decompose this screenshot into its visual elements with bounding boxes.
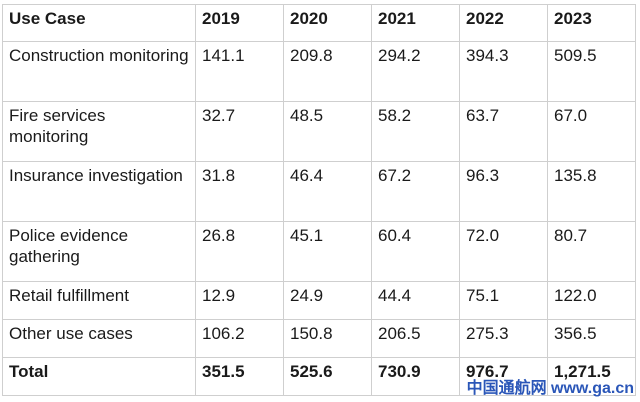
- cell-2019: 141.1: [195, 41, 284, 102]
- header-2021: 2021: [371, 4, 460, 42]
- cell-2019: 31.8: [195, 161, 284, 222]
- cell-2021: 44.4: [371, 281, 460, 320]
- cell-2023: 356.5: [547, 319, 636, 358]
- watermark: 中国通航网 www.ga.cn: [466, 380, 634, 397]
- cell-2021: 294.2: [371, 41, 460, 102]
- row-label: Fire services monitoring: [2, 101, 196, 162]
- cell-2022: 394.3: [459, 41, 548, 102]
- cell-2022: 75.1: [459, 281, 548, 320]
- cell-2021: 206.5: [371, 319, 460, 358]
- cell-2022: 72.0: [459, 221, 548, 282]
- header-2022: 2022: [459, 4, 548, 42]
- total-2019: 351.5: [195, 357, 284, 396]
- header-2019: 2019: [195, 4, 284, 42]
- table-row: Police evidence gathering 26.8 45.1 60.4…: [2, 221, 636, 282]
- cell-2023: 80.7: [547, 221, 636, 282]
- row-label: Police evidence gathering: [2, 221, 196, 282]
- cell-2021: 60.4: [371, 221, 460, 282]
- cell-2020: 209.8: [283, 41, 372, 102]
- total-2023: 1,271.5: [547, 357, 636, 396]
- table-row: Retail fulfillment 12.9 24.9 44.4 75.1 1…: [2, 281, 636, 320]
- cell-2023: 509.5: [547, 41, 636, 102]
- header-row: Use Case 2019 2020 2021 2022 2023: [2, 4, 636, 42]
- header-use-case: Use Case: [2, 4, 196, 42]
- cell-2020: 46.4: [283, 161, 372, 222]
- cell-2021: 58.2: [371, 101, 460, 162]
- table-row: Fire services monitoring 32.7 48.5 58.2 …: [2, 101, 636, 162]
- cell-2020: 48.5: [283, 101, 372, 162]
- cell-2019: 32.7: [195, 101, 284, 162]
- cell-2022: 96.3: [459, 161, 548, 222]
- table-row: Other use cases 106.2 150.8 206.5 275.3 …: [2, 319, 636, 358]
- row-label: Insurance investigation: [2, 161, 196, 222]
- cell-2022: 275.3: [459, 319, 548, 358]
- cell-2021: 67.2: [371, 161, 460, 222]
- cell-2020: 150.8: [283, 319, 372, 358]
- cell-2019: 26.8: [195, 221, 284, 282]
- table-row: Construction monitoring 141.1 209.8 294.…: [2, 41, 636, 102]
- cell-2023: 67.0: [547, 101, 636, 162]
- total-label: Total: [2, 357, 196, 396]
- data-table: Use Case 2019 2020 2021 2022 2023 Constr…: [2, 4, 636, 396]
- cell-2023: 122.0: [547, 281, 636, 320]
- total-2021: 730.9: [371, 357, 460, 396]
- cell-2019: 12.9: [195, 281, 284, 320]
- cell-2019: 106.2: [195, 319, 284, 358]
- cell-2020: 24.9: [283, 281, 372, 320]
- row-label: Retail fulfillment: [2, 281, 196, 320]
- cell-2023: 135.8: [547, 161, 636, 222]
- row-label: Construction monitoring: [2, 41, 196, 102]
- row-label: Other use cases: [2, 319, 196, 358]
- table-row: Insurance investigation 31.8 46.4 67.2 9…: [2, 161, 636, 222]
- cell-2022: 63.7: [459, 101, 548, 162]
- header-2020: 2020: [283, 4, 372, 42]
- total-row: Total 351.5 525.6 730.9 976.7 1,271.5: [2, 357, 636, 396]
- total-2020: 525.6: [283, 357, 372, 396]
- cell-2020: 45.1: [283, 221, 372, 282]
- header-2023: 2023: [547, 4, 636, 42]
